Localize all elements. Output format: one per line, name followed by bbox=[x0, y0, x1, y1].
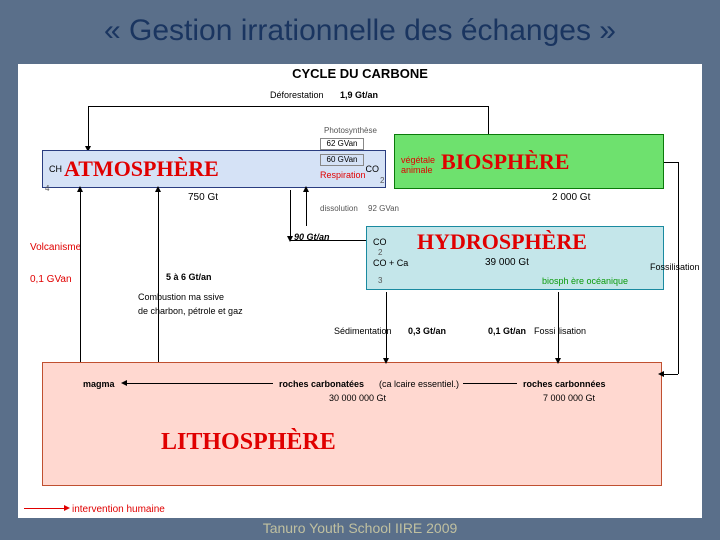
flux-photo-label: Photosynthèse bbox=[324, 126, 377, 135]
flux-deforestation-value: 1,9 Gt/an bbox=[340, 90, 378, 100]
flux-combustion-label2: de charbon, pétrole et gaz bbox=[138, 306, 243, 316]
litho-carbon: roches carbonnées bbox=[523, 379, 606, 389]
flux-fossil-side-label: Fossilisation bbox=[650, 262, 700, 272]
biosphere-name: BIOSPHÈRE bbox=[441, 149, 569, 175]
flux-deforestation-label: Déforestation bbox=[270, 90, 324, 100]
litho-magma: magma bbox=[83, 379, 115, 389]
flux-resp-label: Respiration bbox=[320, 170, 366, 180]
litho-carbonated-stock: 30 000 000 Gt bbox=[329, 393, 386, 403]
flux-resp-value: 60 GVan bbox=[320, 154, 364, 166]
slide-title: « Gestion irrationnelle des échanges » bbox=[0, 0, 720, 56]
atmo-ch4-label: CH bbox=[49, 164, 62, 174]
litho-carbonated: roches carbonatées bbox=[279, 379, 364, 389]
flux-dissolution-label: dissolution bbox=[320, 204, 358, 213]
biosphere-stock: 2 000 Gt bbox=[552, 192, 590, 203]
reservoir-biosphere: végétale animale BIOSPHÈRE bbox=[394, 134, 664, 189]
atmo-ch4-sub: 4 bbox=[45, 184, 49, 193]
flux-volcanisme-value: 0,1 GVan bbox=[30, 274, 72, 285]
hydro-co2-label: CO bbox=[373, 237, 387, 247]
flux-combustion-label1: Combustion ma ssive bbox=[138, 292, 224, 302]
reservoir-lithosphere: magma roches carbonatées (ca lcaire esse… bbox=[42, 362, 662, 486]
flux-volcanisme-label: Volcanisme bbox=[30, 242, 81, 253]
intervention-arrowhead bbox=[64, 505, 70, 511]
flux-dissolution-value: 92 GVan bbox=[368, 204, 399, 213]
carbon-cycle-diagram: CYCLE DU CARBONE Déforestation 1,9 Gt/an… bbox=[18, 64, 702, 518]
diagram-title: CYCLE DU CARBONE bbox=[18, 66, 702, 81]
hydro-co3-label: CO + Ca bbox=[373, 258, 408, 268]
lithosphere-name: LITHOSPHÈRE bbox=[161, 429, 336, 456]
hydro-ocean-bio: biosph ère océanique bbox=[542, 276, 628, 286]
litho-carbon-stock: 7 000 000 Gt bbox=[543, 393, 595, 403]
bio-ani-label: animale bbox=[401, 165, 435, 175]
atmo-co2-sub: 2 bbox=[380, 176, 384, 185]
hydro-co2-sub: 2 bbox=[378, 248, 382, 257]
hydrosphere-name: HYDROSPHÈRE bbox=[417, 229, 587, 255]
flux-fossil-small-value: 0,1 Gt/an bbox=[488, 326, 526, 336]
flux-sedimentation-value: 0,3 Gt/an bbox=[408, 326, 446, 336]
intervention-label: intervention humaine bbox=[72, 504, 165, 515]
litho-carbonated-note: (ca lcaire essentiel.) bbox=[379, 379, 459, 389]
flux-combustion-value: 5 à 6 Gt/an bbox=[166, 272, 212, 282]
hydro-co3-sub: 3 bbox=[378, 276, 382, 285]
bio-veg-label: végétale bbox=[401, 155, 435, 165]
atmo-co2-label: CO bbox=[366, 164, 380, 174]
flux-sedimentation-label: Sédimentation bbox=[334, 326, 392, 336]
atmosphere-stock: 750 Gt bbox=[188, 192, 218, 203]
flux-fossil-small-label: Fossi lisation bbox=[534, 326, 586, 336]
slide-footer: Tanuro Youth School IIRE 2009 bbox=[0, 520, 720, 536]
flux-photo-value: 62 GVan bbox=[320, 138, 364, 150]
hydrosphere-stock: 39 000 Gt bbox=[485, 257, 529, 268]
